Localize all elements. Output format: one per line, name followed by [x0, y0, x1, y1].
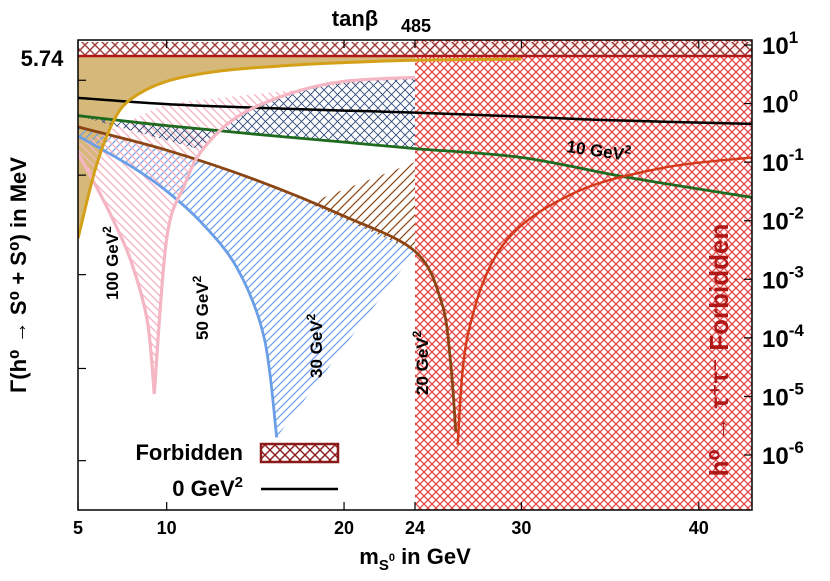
label-20gev: 20 GeV2: [410, 330, 432, 395]
curve-0gev: [78, 96, 752, 126]
curves: [78, 57, 752, 445]
x-tick-label: 20: [334, 518, 354, 538]
y2-tick-exp: -5: [789, 379, 804, 398]
x-tick-label: 5: [73, 518, 83, 538]
hatch-upper-region: [78, 77, 415, 151]
y2-tick-base: 10: [762, 92, 789, 119]
x-axis-title-main: m: [359, 544, 379, 569]
y2-tick-base: 10: [762, 443, 789, 470]
excluded-region-fill: [78, 56, 522, 239]
x-axis-title-sub: S: [379, 557, 389, 574]
x-axis-title-suffix: in GeV: [395, 544, 471, 569]
y2-tick-label: 100: [762, 87, 798, 119]
legend-zero-label: 0 GeV2: [172, 474, 243, 501]
curve-50gev: [78, 152, 156, 395]
curve-20gev: [78, 125, 458, 432]
x-axis-title: mS0 in GeV: [359, 544, 471, 574]
forbidden-top-band: [78, 42, 752, 56]
left-axis-ticks: [78, 79, 86, 462]
y2-tick-label: 10-6: [762, 438, 804, 470]
hatch-20gev-region: [308, 162, 415, 252]
y2-tick-exp: -1: [789, 145, 804, 164]
x-axis-ticks: 5 10 20 24 30 40: [73, 40, 709, 538]
label-100gev-sup: 2: [100, 226, 114, 233]
y2-tick-exp: -2: [789, 204, 804, 223]
legend-zero-text: 0 GeV: [172, 476, 235, 501]
label-100gev-text: 100 GeV: [103, 232, 122, 300]
y2-tick-label: 10-5: [762, 379, 804, 411]
label-30gev-text: 30 GeV: [307, 320, 326, 378]
y2-tick-label: 101: [762, 28, 798, 60]
x-axis-title-subsup: 0: [389, 552, 395, 564]
label-50gev: 50 GeV2: [190, 275, 212, 340]
label-30gev-sup: 2: [304, 313, 318, 320]
label-30gev: 30 GeV2: [304, 313, 326, 378]
curve-boundary: [78, 57, 522, 239]
legend-forbidden-label: Forbidden: [135, 440, 243, 465]
y2-tick-exp: 0: [789, 87, 798, 106]
y2-tick-base: 10: [762, 150, 789, 177]
label-20gev-text: 20 GeV: [413, 337, 432, 395]
y2-tick-label: 10-4: [762, 321, 804, 353]
legend: Forbidden 0 GeV2: [135, 440, 340, 501]
y2-tick-exp: 1: [789, 28, 798, 47]
y2-tick-exp: -3: [789, 262, 804, 281]
legend-zero-sup: 2: [235, 474, 243, 491]
label-20gev-sup: 2: [410, 330, 424, 337]
y2-tick-base: 10: [762, 33, 789, 60]
label-10gev-sup: 2: [624, 142, 633, 157]
right-axis-title: h⁰ → τ⁺τ⁻ Forbidden: [704, 224, 734, 477]
y2-tick-base: 10: [762, 326, 789, 353]
x-tick-label: 40: [689, 518, 709, 538]
top-axis-label: tanβ: [332, 6, 378, 31]
y2-tick-exp: -6: [789, 438, 804, 457]
top-tick-label: 485: [401, 16, 431, 36]
y2-tick-label: 10-3: [762, 262, 804, 294]
curve-30gev: [78, 134, 279, 438]
left-marker-label: 5.74: [21, 46, 65, 71]
hatch-30gev-region: [78, 126, 415, 438]
label-100gev: 100 GeV2: [100, 226, 122, 300]
y2-tick-exp: -4: [789, 321, 805, 340]
y2-tick-base: 10: [762, 384, 789, 411]
x-tick-label: 30: [511, 518, 531, 538]
label-50gev-text: 50 GeV: [193, 282, 212, 340]
y-axis-title: Γ(h⁰ → S⁰ + S⁰) in MeV: [6, 157, 31, 393]
curve-100gev: [152, 75, 416, 395]
label-50gev-sup: 2: [190, 275, 204, 282]
curve-forbidden-branch: [456, 156, 752, 445]
curve-10gev: [78, 114, 752, 199]
x-tick-label: 10: [157, 518, 177, 538]
y2-tick-base: 10: [762, 209, 789, 236]
forbidden-region: [415, 40, 752, 510]
y2-tick-label: 10-1: [762, 145, 804, 177]
y2-tick-label: 10-2: [762, 204, 804, 236]
y2-tick-base: 10: [762, 267, 789, 294]
hatch-50gev-region: [78, 77, 415, 395]
legend-forbidden-swatch: [259, 442, 340, 464]
x-tick-label: 24: [405, 518, 425, 538]
